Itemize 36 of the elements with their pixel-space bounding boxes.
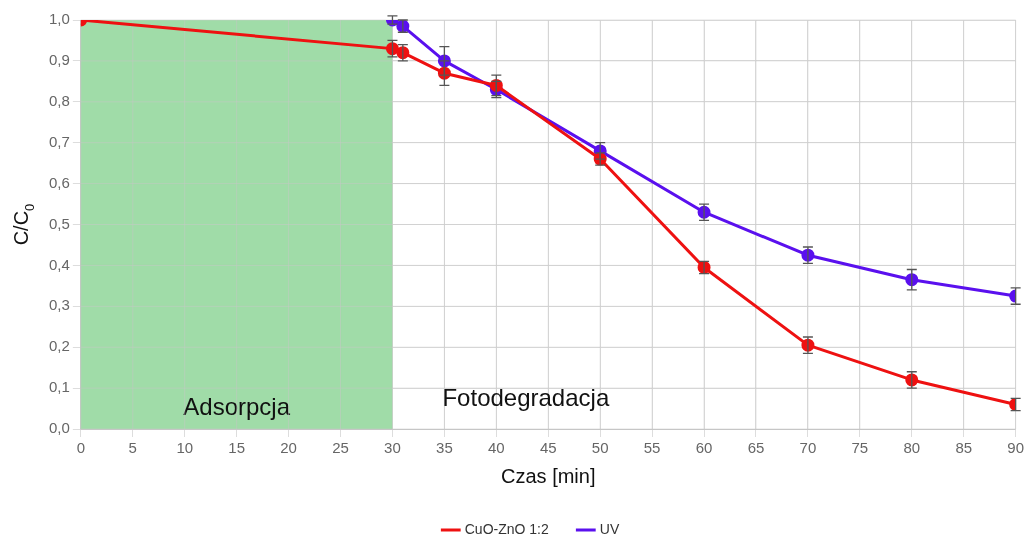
x-tick-label: 50 bbox=[591, 439, 609, 457]
band-label: Adsorpcja bbox=[183, 392, 291, 420]
x-tick-label: 5 bbox=[128, 439, 137, 457]
x-tick-label: 45 bbox=[539, 439, 557, 457]
y-tick-label: 0,7 bbox=[48, 132, 70, 150]
y-tick-label: 0,8 bbox=[48, 91, 70, 109]
y-tick-label: 0,4 bbox=[48, 255, 70, 273]
y-tick-label: 0,6 bbox=[48, 173, 70, 191]
x-tick-label: 25 bbox=[332, 439, 349, 457]
y-tick-label: 0,9 bbox=[48, 51, 70, 69]
annotation: Fotodegradacja bbox=[442, 383, 610, 411]
x-tick-label: 10 bbox=[176, 439, 194, 457]
x-tick-label: 55 bbox=[643, 439, 661, 457]
x-tick-label: 85 bbox=[955, 439, 973, 457]
legend-label: CuO-ZnO 1:2 bbox=[464, 520, 549, 537]
x-tick-label: 0 bbox=[76, 439, 86, 457]
x-tick-label: 30 bbox=[384, 439, 401, 457]
x-tick-label: 40 bbox=[487, 439, 505, 457]
x-tick-label: 65 bbox=[747, 439, 765, 457]
x-tick-label: 35 bbox=[436, 439, 453, 457]
x-axis-title: Czas [min] bbox=[501, 464, 596, 487]
x-tick-label: 80 bbox=[903, 439, 921, 457]
y-tick-label: 1,0 bbox=[48, 10, 70, 28]
y-tick-label: 0,1 bbox=[48, 378, 70, 396]
x-tick-label: 20 bbox=[280, 439, 297, 457]
x-tick-label: 75 bbox=[851, 439, 869, 457]
y-axis-title: C/C0 bbox=[10, 203, 37, 246]
x-tick-label: 60 bbox=[695, 439, 713, 457]
y-tick-label: 0,3 bbox=[48, 296, 70, 314]
y-tick-label: 0,2 bbox=[48, 337, 70, 355]
x-tick-label: 90 bbox=[1007, 439, 1024, 457]
x-tick-label: 70 bbox=[799, 439, 817, 457]
y-tick-label: 0,0 bbox=[48, 419, 70, 437]
y-tick-label: 0,5 bbox=[48, 214, 70, 232]
x-tick-label: 15 bbox=[228, 439, 245, 457]
legend-label: UV bbox=[599, 520, 620, 537]
